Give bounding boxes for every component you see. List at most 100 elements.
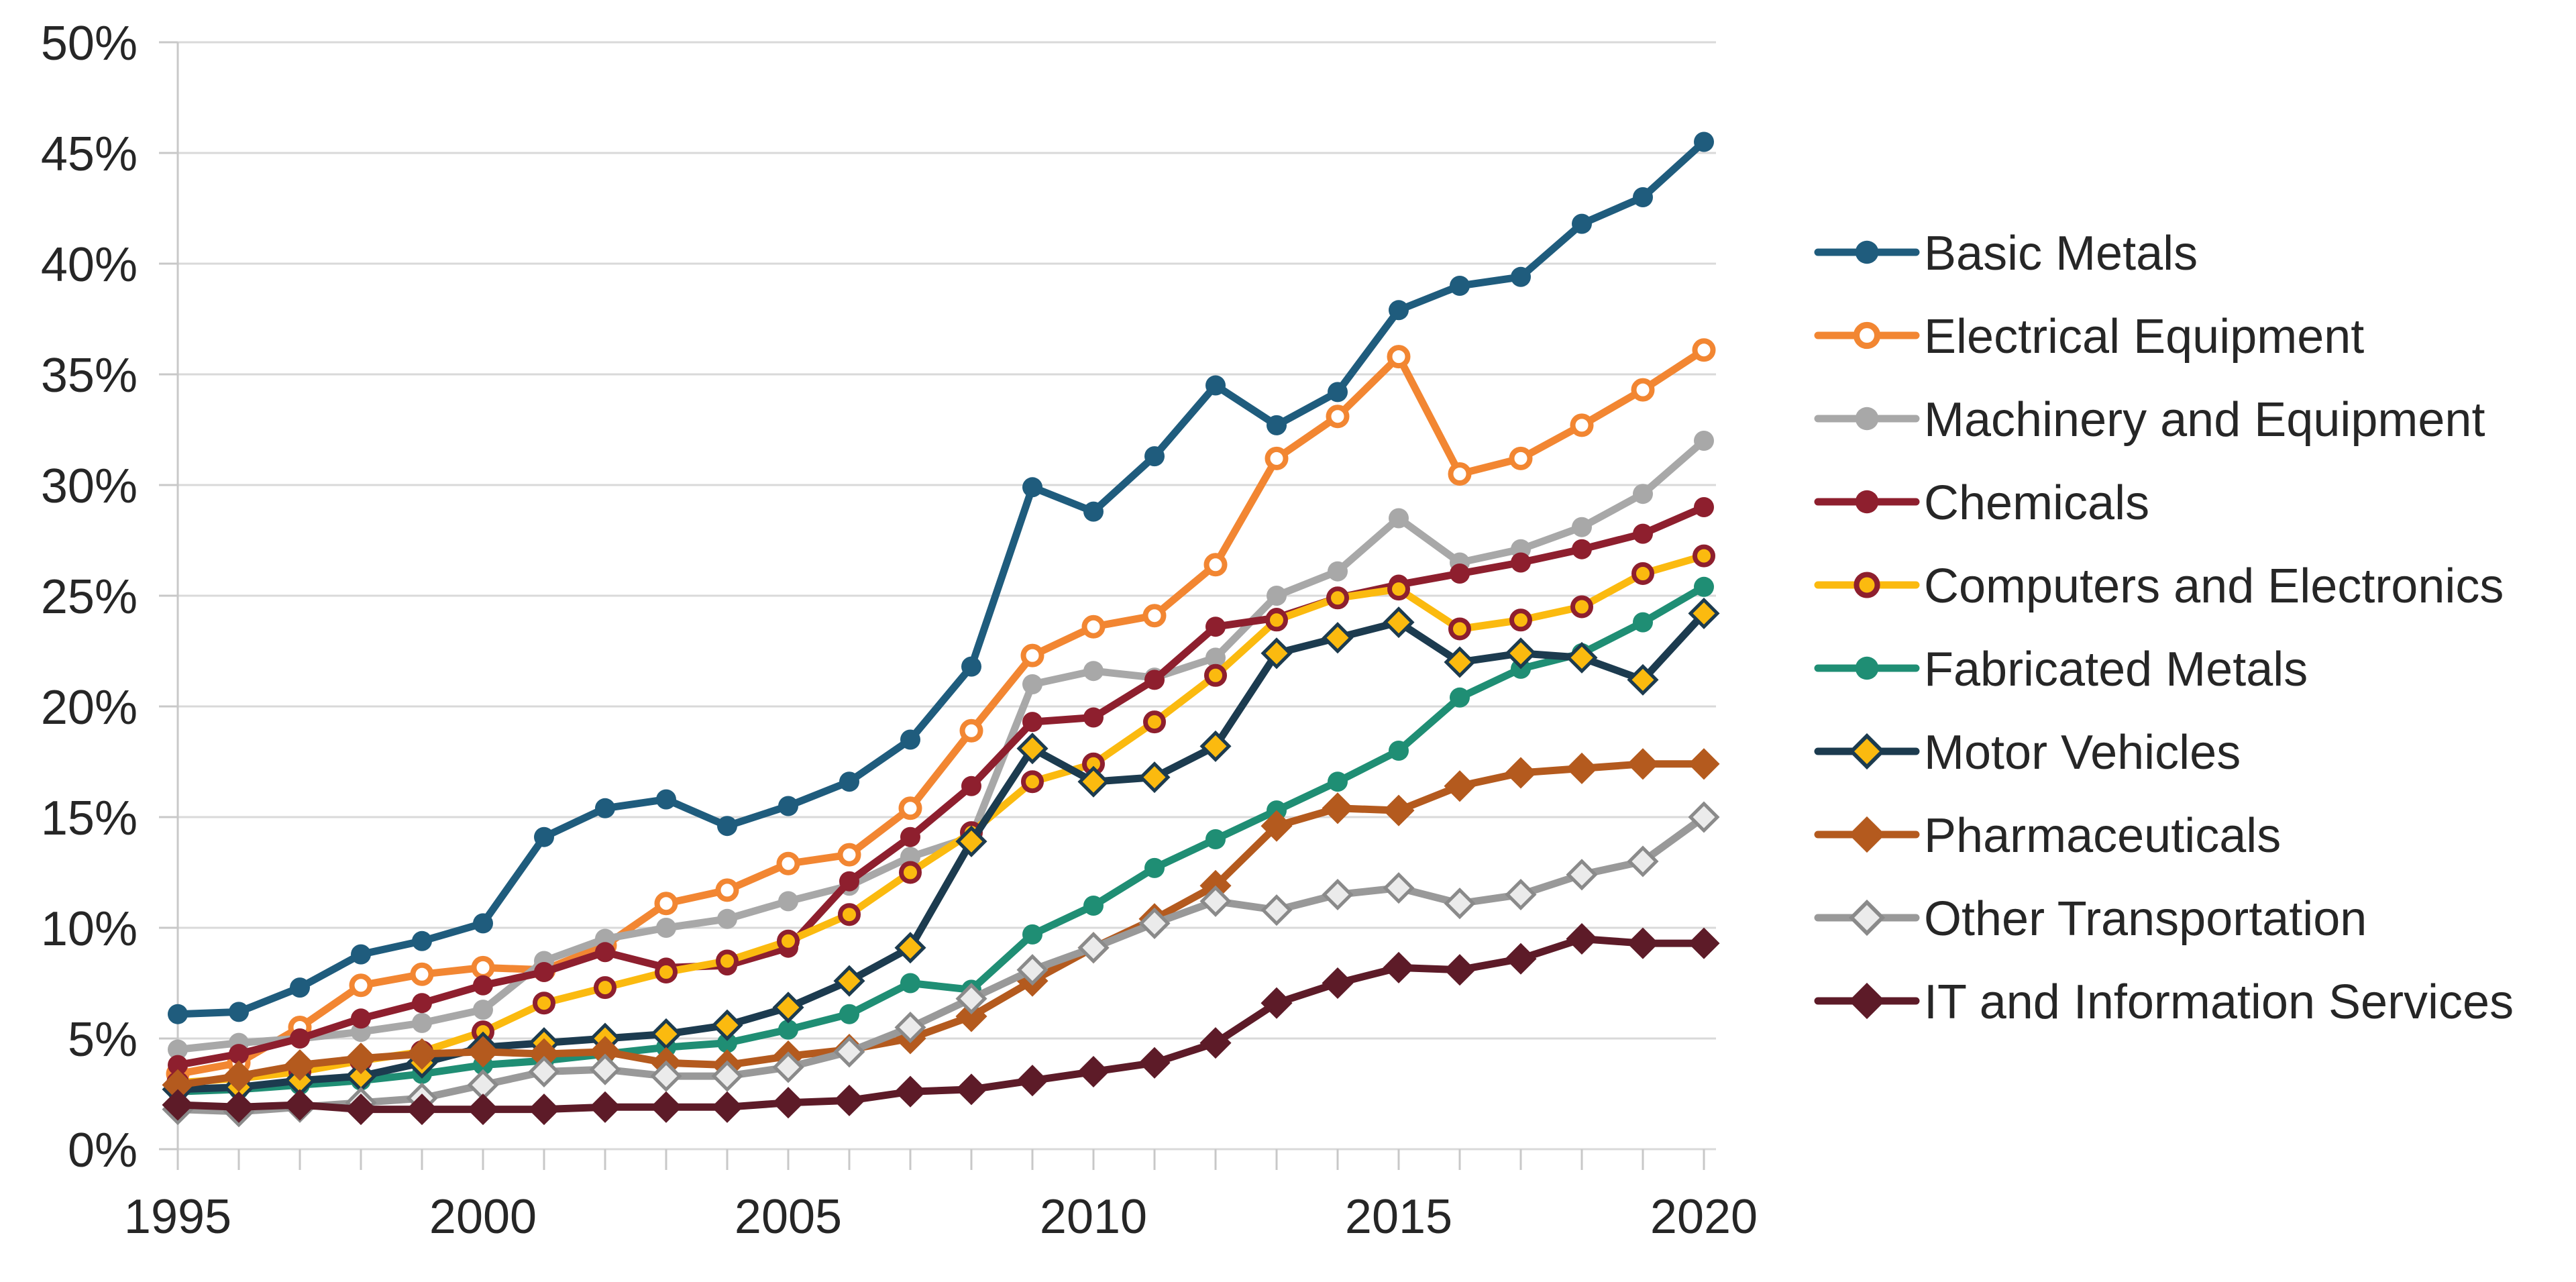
- pharmaceuticals-marker: [955, 1000, 987, 1032]
- electrical-equipment-marker: [837, 843, 861, 867]
- basic-metals-marker: [1205, 375, 1226, 396]
- computers-and-electronics-marker: [1448, 617, 1471, 641]
- motor-vehicles-marker: [1077, 765, 1110, 798]
- electrical-equipment-marker: [1692, 338, 1716, 362]
- machinery-and-equipment-marker: [1022, 674, 1042, 694]
- computers-and-electronics-marker: [1143, 710, 1166, 734]
- legend: Basic Metals Electrical Equipment Machiner…: [1814, 227, 2514, 1029]
- y-tick-label: 5%: [68, 1013, 138, 1067]
- other-transportation-marker: [955, 983, 987, 1015]
- y-tick-label: 0%: [68, 1124, 138, 1177]
- other-transportation-marker: [1627, 845, 1659, 877]
- computers-and-electronics-marker: [1021, 770, 1044, 794]
- it-and-information-services-marker: [1848, 982, 1886, 1020]
- basic-metals-marker: [1855, 240, 1879, 264]
- computers-and-electronics-marker: [1631, 562, 1654, 585]
- series-pharmaceuticals: [162, 748, 1720, 1101]
- machinery-and-equipment-marker: [473, 1000, 493, 1020]
- basic-metals-marker: [290, 977, 310, 998]
- computers-and-electronics-marker: [716, 949, 739, 973]
- y-tick-label: 10%: [41, 902, 138, 956]
- machinery-and-equipment-marker: [1328, 561, 1348, 582]
- legend-item-other-transportation: Other Transportation: [1814, 892, 2367, 946]
- it-and-information-services-marker: [1627, 927, 1659, 959]
- other-transportation-marker: [711, 1060, 743, 1092]
- computers-and-electronics-marker: [1326, 586, 1349, 610]
- computers-and-electronics-marker: [655, 961, 678, 983]
- chemicals-marker: [473, 975, 493, 996]
- motor-vehicles-marker: [1199, 730, 1232, 762]
- legend-label-it-and-information-services: IT and Information Services: [1924, 975, 2514, 1029]
- it-and-information-services-marker: [162, 1089, 194, 1121]
- chemicals-marker: [1633, 523, 1653, 544]
- other-transportation-marker: [650, 1060, 682, 1092]
- motor-vehicles-marker: [1848, 733, 1886, 770]
- motor-vehicles-marker: [1505, 637, 1537, 670]
- computers-and-electronics-marker: [1509, 608, 1532, 632]
- basic-metals-marker: [351, 944, 371, 965]
- fabricated-metals-line: [174, 583, 1708, 1096]
- chemicals-marker: [1144, 670, 1165, 690]
- basic-metals-marker: [595, 798, 615, 818]
- it-and-information-services-marker: [1688, 927, 1720, 959]
- chemicals-marker: [1855, 490, 1879, 514]
- electrical-equipment-marker: [898, 796, 922, 820]
- y-tick-label: 25%: [41, 570, 138, 624]
- fabricated-metals-marker: [839, 1004, 859, 1024]
- motor-vehicles-marker: [955, 825, 987, 857]
- basic-metals-marker: [1083, 501, 1104, 522]
- fabricated-metals-marker: [1450, 687, 1470, 708]
- pharmaceuticals-marker: [345, 1043, 377, 1075]
- fabricated-metals-marker: [1144, 857, 1165, 878]
- chemicals-marker: [290, 1028, 310, 1049]
- pharmaceuticals-marker: [1444, 770, 1476, 802]
- basic-metals-marker: [1389, 300, 1409, 321]
- legend-item-motor-vehicles: Motor Vehicles: [1814, 726, 2241, 780]
- pharmaceuticals-marker: [1848, 816, 1886, 853]
- electrical-equipment-marker: [1203, 553, 1228, 577]
- other-transportation-marker: [1016, 954, 1049, 986]
- series-it-and-information-services: [162, 922, 1720, 1126]
- basic-metals-marker: [656, 789, 676, 810]
- legend-label-chemicals: Chemicals: [1924, 476, 2149, 530]
- it-and-information-services-marker: [1260, 987, 1293, 1019]
- y-tick-label: 15%: [41, 792, 138, 845]
- computers-and-electronics-marker: [1570, 595, 1593, 619]
- it-and-information-services-marker: [589, 1091, 621, 1123]
- it-and-information-services-marker: [894, 1075, 926, 1108]
- chemicals-marker: [1572, 539, 1592, 559]
- pharmaceuticals-marker: [1688, 748, 1720, 780]
- electrical-equipment-marker: [715, 878, 739, 902]
- y-tick-label: 45%: [41, 127, 138, 181]
- it-and-information-services-marker: [772, 1087, 804, 1119]
- other-transportation-marker: [772, 1051, 804, 1083]
- machinery-and-equipment-marker: [778, 891, 798, 912]
- pharmaceuticals-marker: [1322, 792, 1354, 824]
- other-transportation-marker: [833, 1036, 865, 1068]
- motor-vehicles-marker: [1322, 622, 1354, 654]
- it-and-information-services-marker: [833, 1084, 865, 1116]
- computers-and-electronics-marker: [1693, 544, 1715, 568]
- machinery-and-equipment-marker: [900, 847, 920, 867]
- series-electrical-equipment: [166, 338, 1716, 1086]
- it-and-information-services-marker: [1077, 1055, 1110, 1088]
- it-and-information-services-marker: [1383, 951, 1415, 983]
- basic-metals-marker: [1267, 415, 1287, 435]
- basic-metals-marker: [1633, 187, 1653, 207]
- electrical-equipment-marker: [1142, 604, 1167, 628]
- pharmaceuticals-marker: [1505, 757, 1537, 789]
- machinery-and-equipment-marker: [1083, 661, 1104, 682]
- other-transportation-marker: [589, 1053, 621, 1085]
- x-tick-label: 2000: [429, 1190, 537, 1244]
- legend-item-chemicals: Chemicals: [1814, 476, 2149, 530]
- other-transportation-marker: [1444, 888, 1476, 920]
- electrical-equipment-marker: [1081, 615, 1106, 639]
- motor-vehicles-marker: [1688, 597, 1720, 629]
- legend-item-basic-metals: Basic Metals: [1814, 227, 2198, 280]
- basic-metals-marker: [1022, 477, 1042, 498]
- machinery-and-equipment-line: [174, 437, 1708, 1053]
- basic-metals-marker: [412, 930, 432, 951]
- legend-label-basic-metals: Basic Metals: [1924, 227, 2198, 280]
- x-tick-label: 1995: [124, 1190, 231, 1244]
- other-transportation-marker: [894, 1011, 926, 1044]
